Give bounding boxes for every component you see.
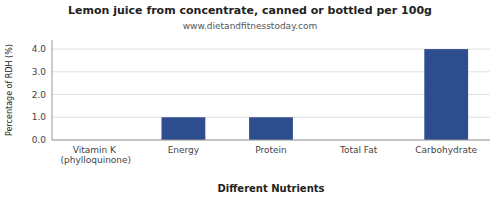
chart: Lemon juice from concentrate, canned or … xyxy=(0,0,500,200)
y-tick-label: 1.0 xyxy=(32,112,47,122)
y-axis-line xyxy=(52,40,53,140)
bar xyxy=(162,117,206,140)
bars xyxy=(162,49,469,140)
y-tick-label: 4.0 xyxy=(32,44,47,54)
subtitle: www.dietandfitnesstoday.com xyxy=(183,21,318,31)
x-tick-label: Vitamin K (phylloquinone) xyxy=(60,145,131,165)
bar xyxy=(249,117,293,140)
bar xyxy=(424,49,468,140)
x-axis-line xyxy=(52,140,490,141)
x-tick-label: Protein xyxy=(255,145,287,155)
y-tick-label: 0.0 xyxy=(32,135,47,145)
y-tick-label: 3.0 xyxy=(32,67,47,77)
x-tick-label: Energy xyxy=(168,145,200,155)
y-axis-label: Percentage of RDH (%) xyxy=(5,44,14,136)
title: Lemon juice from concentrate, canned or … xyxy=(68,4,432,17)
y-tick-label: 2.0 xyxy=(32,90,47,100)
y-grid xyxy=(52,49,490,140)
x-axis-label: Different Nutrients xyxy=(218,183,325,194)
grid-line xyxy=(52,140,490,141)
x-tick-label: Carbohydrate xyxy=(415,145,477,155)
x-tick-label: Total Fat xyxy=(339,145,378,155)
